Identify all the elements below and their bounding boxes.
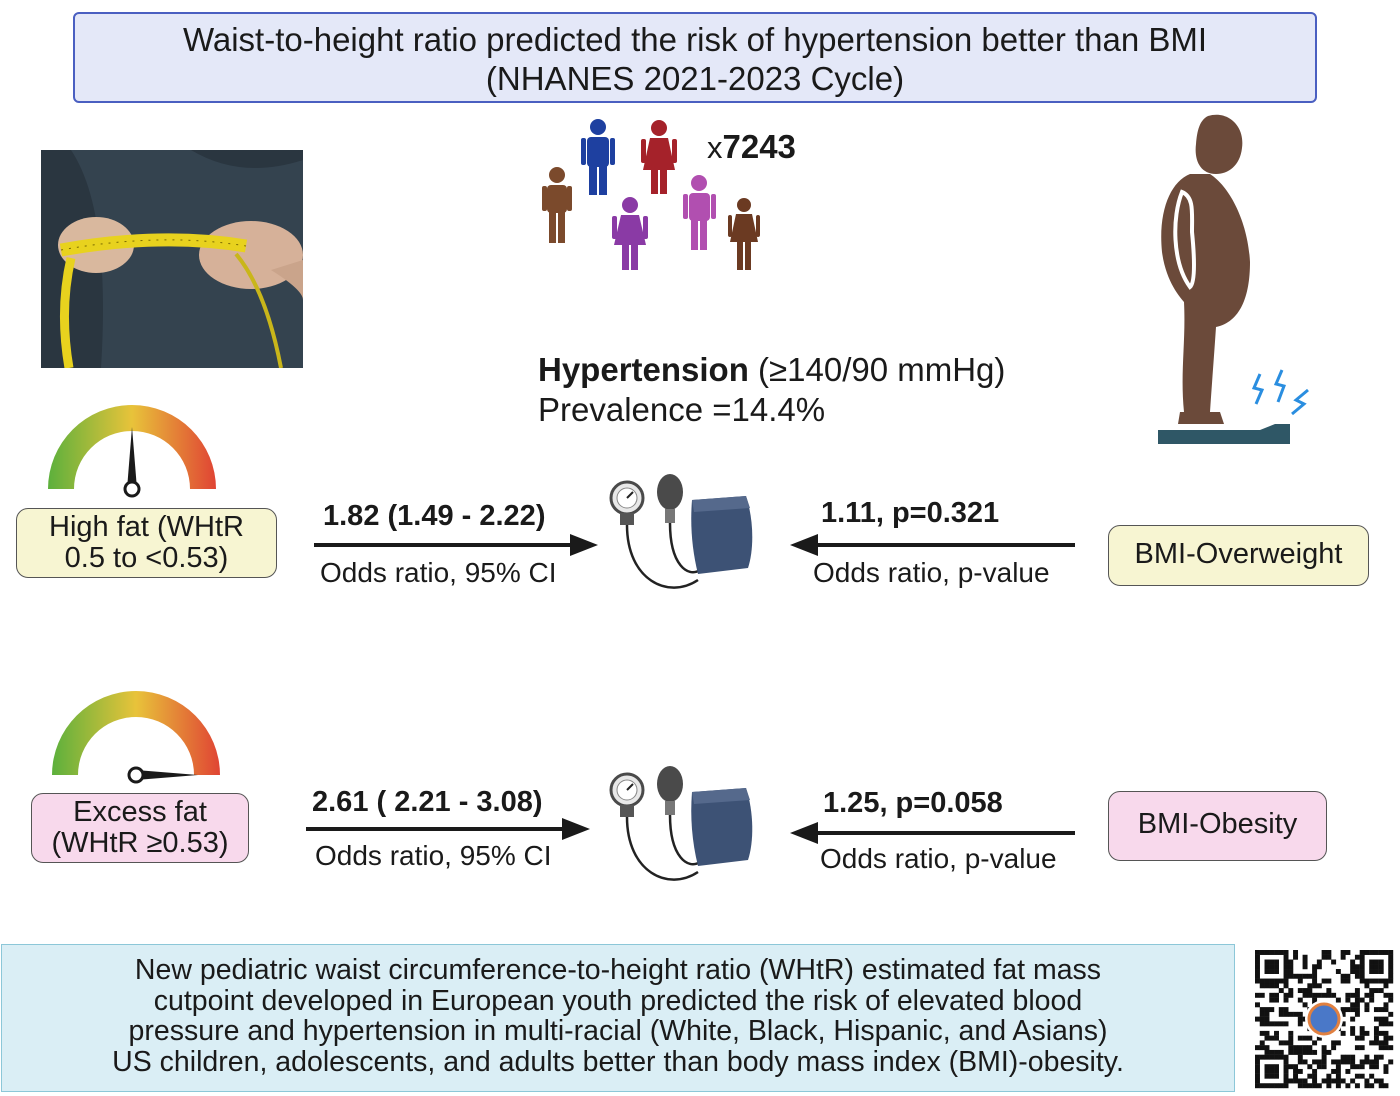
- conclusion-line-2: cutpoint developed in European youth pre…: [153, 984, 1083, 1017]
- whtr-label-line-2: (WHtR ≥0.53): [51, 827, 229, 859]
- population-number: 7243: [722, 128, 796, 165]
- person-icon-5: [683, 175, 716, 250]
- qr-logo-icon: [1307, 1002, 1341, 1036]
- whtr-excess-fat-label: Excess fat (WHtR ≥0.53): [31, 793, 249, 863]
- gauge-pivot: [123, 480, 141, 498]
- gauge-needle: [127, 427, 137, 489]
- bmi-odds-ratio-value: 1.25, p=0.058: [823, 787, 1003, 819]
- conclusion-line-1: New pediatric waist circumference-to-hei…: [134, 954, 1102, 986]
- gauge-pivot: [127, 766, 145, 784]
- whtr-odds-ratio-value: 1.82 (1.49 - 2.22): [323, 500, 546, 532]
- person-icon-6: [728, 198, 760, 270]
- blood-pressure-monitor-icon-2: [609, 766, 753, 881]
- person-icon-1: [542, 167, 572, 243]
- arrow-left-1: [790, 534, 1075, 556]
- person-icon-2: [581, 119, 615, 195]
- bmi-odds-ratio-value: 1.11, p=0.321: [821, 497, 1000, 529]
- arrow-right-2: [306, 818, 590, 840]
- prevalence-text: Prevalence =14.4%: [538, 391, 826, 428]
- qr-code-icon[interactable]: [1255, 950, 1394, 1089]
- conclusion-line-3: pressure and hypertension in multi-racia…: [128, 1015, 1108, 1047]
- whtr-label-line-2: 0.5 to <0.53): [64, 542, 229, 574]
- arrow-right-1: [314, 534, 598, 556]
- conclusion-box: New pediatric waist circumference-to-hei…: [1, 944, 1235, 1092]
- title-line-1: Waist-to-height ratio predicted the risk…: [182, 21, 1208, 58]
- whtr-high-fat-label: High fat (WHtR 0.5 to <0.53): [16, 508, 277, 578]
- whtr-odds-ratio-value: 2.61 ( 2.21 - 3.08): [312, 786, 543, 818]
- arrow-left-2: [790, 822, 1075, 844]
- title-line-2: (NHANES 2021-2023 Cycle): [485, 60, 905, 97]
- bmi-overweight-label: BMI-Overweight: [1108, 525, 1369, 586]
- title-box: Waist-to-height ratio predicted the risk…: [73, 12, 1317, 103]
- population-count: x7243: [707, 128, 796, 166]
- tape-measure-photo: [41, 150, 303, 368]
- people-group-icon: [542, 119, 760, 270]
- bmi-odds-ratio-caption: Odds ratio, p-value: [813, 557, 1050, 588]
- population-prefix: x: [707, 130, 723, 165]
- whtr-odds-ratio-caption: Odds ratio, 95% CI: [315, 840, 552, 871]
- hypertension-threshold: (≥140/90 mmHg): [748, 351, 1006, 388]
- blood-pressure-monitor-icon-1: [609, 474, 753, 589]
- bmi-odds-ratio-caption: Odds ratio, p-value: [820, 843, 1057, 874]
- person-icon-4: [612, 197, 648, 270]
- gauge-icon-2: [52, 691, 220, 784]
- whtr-label-line-1: High fat (WHtR: [49, 511, 244, 543]
- whtr-odds-ratio-caption: Odds ratio, 95% CI: [320, 557, 557, 588]
- hypertension-block: Hypertension (≥140/90 mmHg) Prevalence =…: [538, 350, 1005, 430]
- person-icon-3: [641, 120, 677, 194]
- overweight-person-on-scale-icon: [1158, 114, 1309, 444]
- conclusion-line-4: US children, adolescents, and adults bet…: [112, 1045, 1124, 1078]
- hypertension-label: Hypertension: [538, 351, 749, 388]
- gauge-needle: [136, 770, 198, 780]
- gauge-icon-1: [48, 405, 216, 498]
- bmi-obesity-label: BMI-Obesity: [1108, 791, 1327, 861]
- whtr-label-line-1: Excess fat: [73, 796, 207, 828]
